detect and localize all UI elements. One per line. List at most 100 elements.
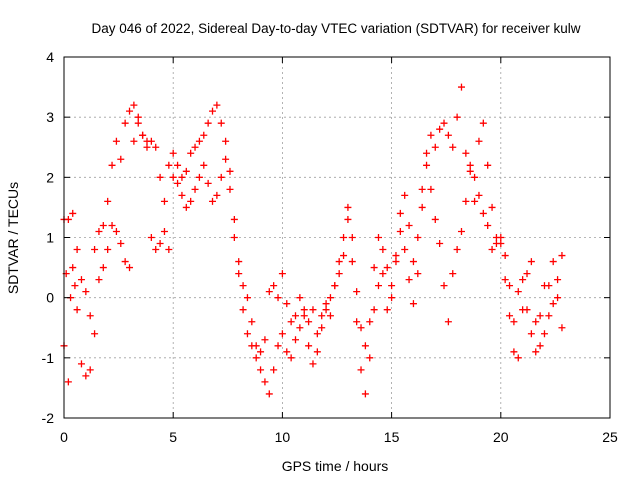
data-point <box>265 390 273 398</box>
data-point <box>331 282 339 290</box>
data-point <box>174 179 182 187</box>
data-point <box>257 366 265 374</box>
data-point <box>126 107 134 115</box>
data-point <box>278 330 286 338</box>
data-point <box>73 306 81 314</box>
data-point <box>226 185 234 193</box>
data-point <box>222 137 230 145</box>
y-tick-label: 1 <box>46 230 54 246</box>
data-point <box>558 252 566 260</box>
data-point <box>86 366 94 374</box>
data-point <box>423 161 431 169</box>
data-point <box>471 197 479 205</box>
data-point <box>252 342 260 350</box>
data-point <box>527 330 535 338</box>
data-point <box>536 312 544 320</box>
data-series <box>60 119 566 380</box>
data-point <box>401 191 409 199</box>
data-point <box>296 324 304 332</box>
data-point <box>73 246 81 254</box>
data-point <box>457 227 465 235</box>
data-point <box>117 155 125 163</box>
data-point <box>165 246 173 254</box>
data-point <box>126 264 134 272</box>
data-point <box>191 143 199 151</box>
data-point <box>147 234 155 241</box>
data-point <box>243 330 251 338</box>
data-point <box>462 149 470 157</box>
data-point <box>484 221 492 229</box>
data-point <box>69 209 77 217</box>
data-point <box>108 161 116 169</box>
x-tick-label: 20 <box>493 429 509 445</box>
data-point <box>300 306 308 314</box>
data-point <box>104 197 112 205</box>
data-point <box>134 119 142 127</box>
data-point <box>488 246 496 254</box>
data-point <box>99 221 107 229</box>
data-point <box>64 378 72 386</box>
data-point <box>305 342 313 350</box>
data-point <box>117 240 125 248</box>
data-point <box>409 258 417 266</box>
data-point <box>405 276 413 284</box>
data-point <box>222 155 230 163</box>
data-point <box>139 131 147 139</box>
data-point <box>444 318 452 326</box>
data-point <box>261 378 269 386</box>
data-point <box>392 252 400 260</box>
data-point <box>519 276 527 284</box>
data-point <box>318 324 326 332</box>
data-point <box>195 173 203 181</box>
data-point <box>152 246 160 254</box>
data-point <box>217 173 225 181</box>
data-point <box>353 288 361 296</box>
data-point <box>436 240 444 248</box>
data-point <box>475 137 483 145</box>
data-point <box>200 131 208 139</box>
data-point <box>449 270 457 278</box>
data-point <box>348 258 356 266</box>
data-point <box>532 318 540 326</box>
data-point <box>112 137 120 145</box>
data-point <box>160 197 168 205</box>
data-point <box>257 348 265 356</box>
data-point <box>195 137 203 145</box>
data-point <box>309 360 317 368</box>
data-point <box>270 366 278 374</box>
data-point <box>300 312 308 320</box>
data-point <box>95 227 103 235</box>
data-point <box>77 360 85 368</box>
data-point <box>540 330 548 338</box>
data-point <box>536 342 544 350</box>
data-point <box>160 227 168 235</box>
data-point <box>326 294 334 302</box>
y-tick-label: -2 <box>42 410 55 426</box>
data-point <box>475 191 483 199</box>
data-point <box>313 330 321 338</box>
data-point <box>178 173 186 181</box>
data-point <box>545 312 553 320</box>
data-point <box>453 246 461 254</box>
data-point <box>191 185 199 193</box>
data-point <box>248 318 256 326</box>
x-tick-label: 15 <box>384 429 400 445</box>
data-point <box>479 119 487 127</box>
data-point <box>169 149 177 157</box>
data-point <box>104 246 112 254</box>
data-point <box>121 119 129 127</box>
data-point <box>283 348 291 356</box>
data-point <box>427 131 435 139</box>
data-point <box>182 167 190 175</box>
data-series <box>60 83 566 398</box>
data-point <box>514 354 522 362</box>
data-point <box>409 300 417 308</box>
data-point <box>209 197 217 205</box>
data-point <box>532 348 540 356</box>
data-point <box>370 306 378 314</box>
data-point <box>235 258 243 266</box>
data-point <box>344 203 352 211</box>
data-point <box>169 173 177 181</box>
data-point <box>514 288 522 296</box>
data-point <box>130 101 138 109</box>
